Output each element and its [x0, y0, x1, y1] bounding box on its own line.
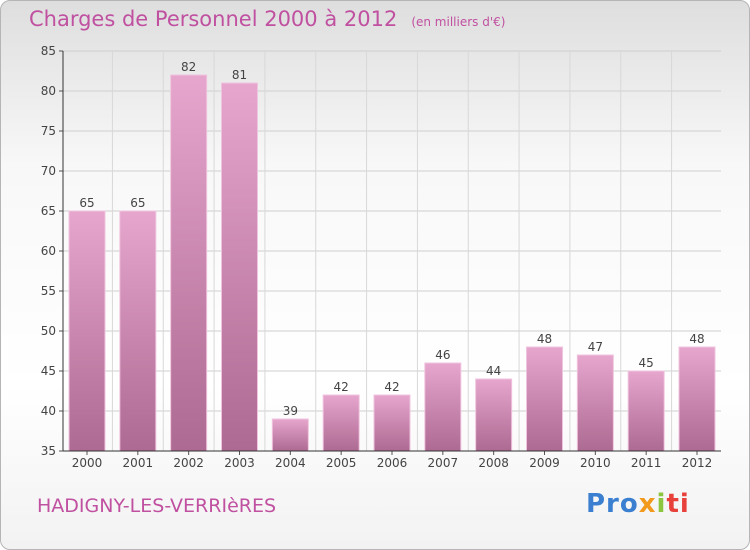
logo-part-3: i: [656, 489, 667, 519]
bar-2008: [475, 378, 513, 452]
bar-2002: [170, 74, 208, 452]
bar-value-label: 65: [130, 196, 145, 210]
x-tick-label: 2010: [580, 456, 611, 470]
y-tick-label: 40: [41, 404, 56, 418]
bar-value-label: 82: [181, 60, 196, 74]
bar-value-label: 42: [334, 380, 349, 394]
bar-value-label: 48: [689, 332, 704, 346]
y-tick-label: 45: [41, 364, 56, 378]
logo-part-1: Pro: [586, 489, 639, 519]
chart-title: Charges de Personnel 2000 à 2012 (en mill…: [29, 7, 505, 31]
x-tick-label: 2001: [123, 456, 154, 470]
bar-value-label: 42: [384, 380, 399, 394]
labels: 35 40 45 50 55 60 65 70 75 80 85 65 2000 65 2001 82 2002…: [41, 44, 713, 470]
bar-value-label: 45: [639, 356, 654, 370]
location-name: HADIGNY-LES-VERRIèRES: [37, 495, 277, 517]
bar-2004: [271, 418, 309, 452]
bar-value-label: 65: [79, 196, 94, 210]
y-tick-label: 35: [41, 444, 56, 458]
logo-part-2: x: [638, 489, 657, 519]
bars: [68, 74, 716, 452]
x-tick-label: 2009: [529, 456, 560, 470]
x-tick-label: 2004: [275, 456, 306, 470]
bar-value-label: 39: [283, 404, 298, 418]
x-tick-label: 2006: [377, 456, 408, 470]
y-tick-label: 55: [41, 284, 56, 298]
x-tick-label: 2005: [326, 456, 357, 470]
y-tick-label: 80: [41, 84, 56, 98]
chart-unit-note: (en milliers d'€): [411, 15, 506, 29]
chart-title-text: Charges de Personnel 2000 à 2012: [29, 7, 398, 31]
x-tick-label: 2012: [682, 456, 713, 470]
bar-value-label: 47: [588, 340, 603, 354]
y-tick-label: 65: [41, 204, 56, 218]
bar-2011: [627, 370, 665, 452]
y-tick-label: 75: [41, 124, 56, 138]
bar-value-label: 46: [435, 348, 450, 362]
y-tick-label: 50: [41, 324, 56, 338]
bar-2003: [221, 82, 258, 452]
bar-value-label: 81: [232, 68, 247, 82]
x-tick-label: 2011: [631, 456, 662, 470]
y-tick-label: 70: [41, 164, 56, 178]
y-tick-label: 85: [41, 44, 56, 58]
bar-2012: [678, 346, 716, 452]
bar-value-label: 44: [486, 364, 501, 378]
bar-2005: [322, 394, 360, 452]
x-tick-label: 2003: [224, 456, 255, 470]
x-tick-label: 2000: [72, 456, 103, 470]
x-tick-label: 2002: [173, 456, 204, 470]
bar-2000: [68, 210, 106, 452]
x-tick-label: 2007: [428, 456, 459, 470]
axes: [59, 50, 721, 455]
x-tick-label: 2008: [478, 456, 509, 470]
bar-2007: [424, 362, 462, 452]
bar-2010: [576, 354, 614, 452]
proxiti-logo[interactable]: Proxiti: [586, 489, 690, 519]
bar-2006: [373, 394, 411, 452]
logo-part-4: ti: [666, 489, 690, 519]
y-tick-label: 60: [41, 244, 56, 258]
bar-value-label: 48: [537, 332, 552, 346]
bar-2009: [526, 346, 563, 452]
bar-2001: [119, 210, 157, 452]
